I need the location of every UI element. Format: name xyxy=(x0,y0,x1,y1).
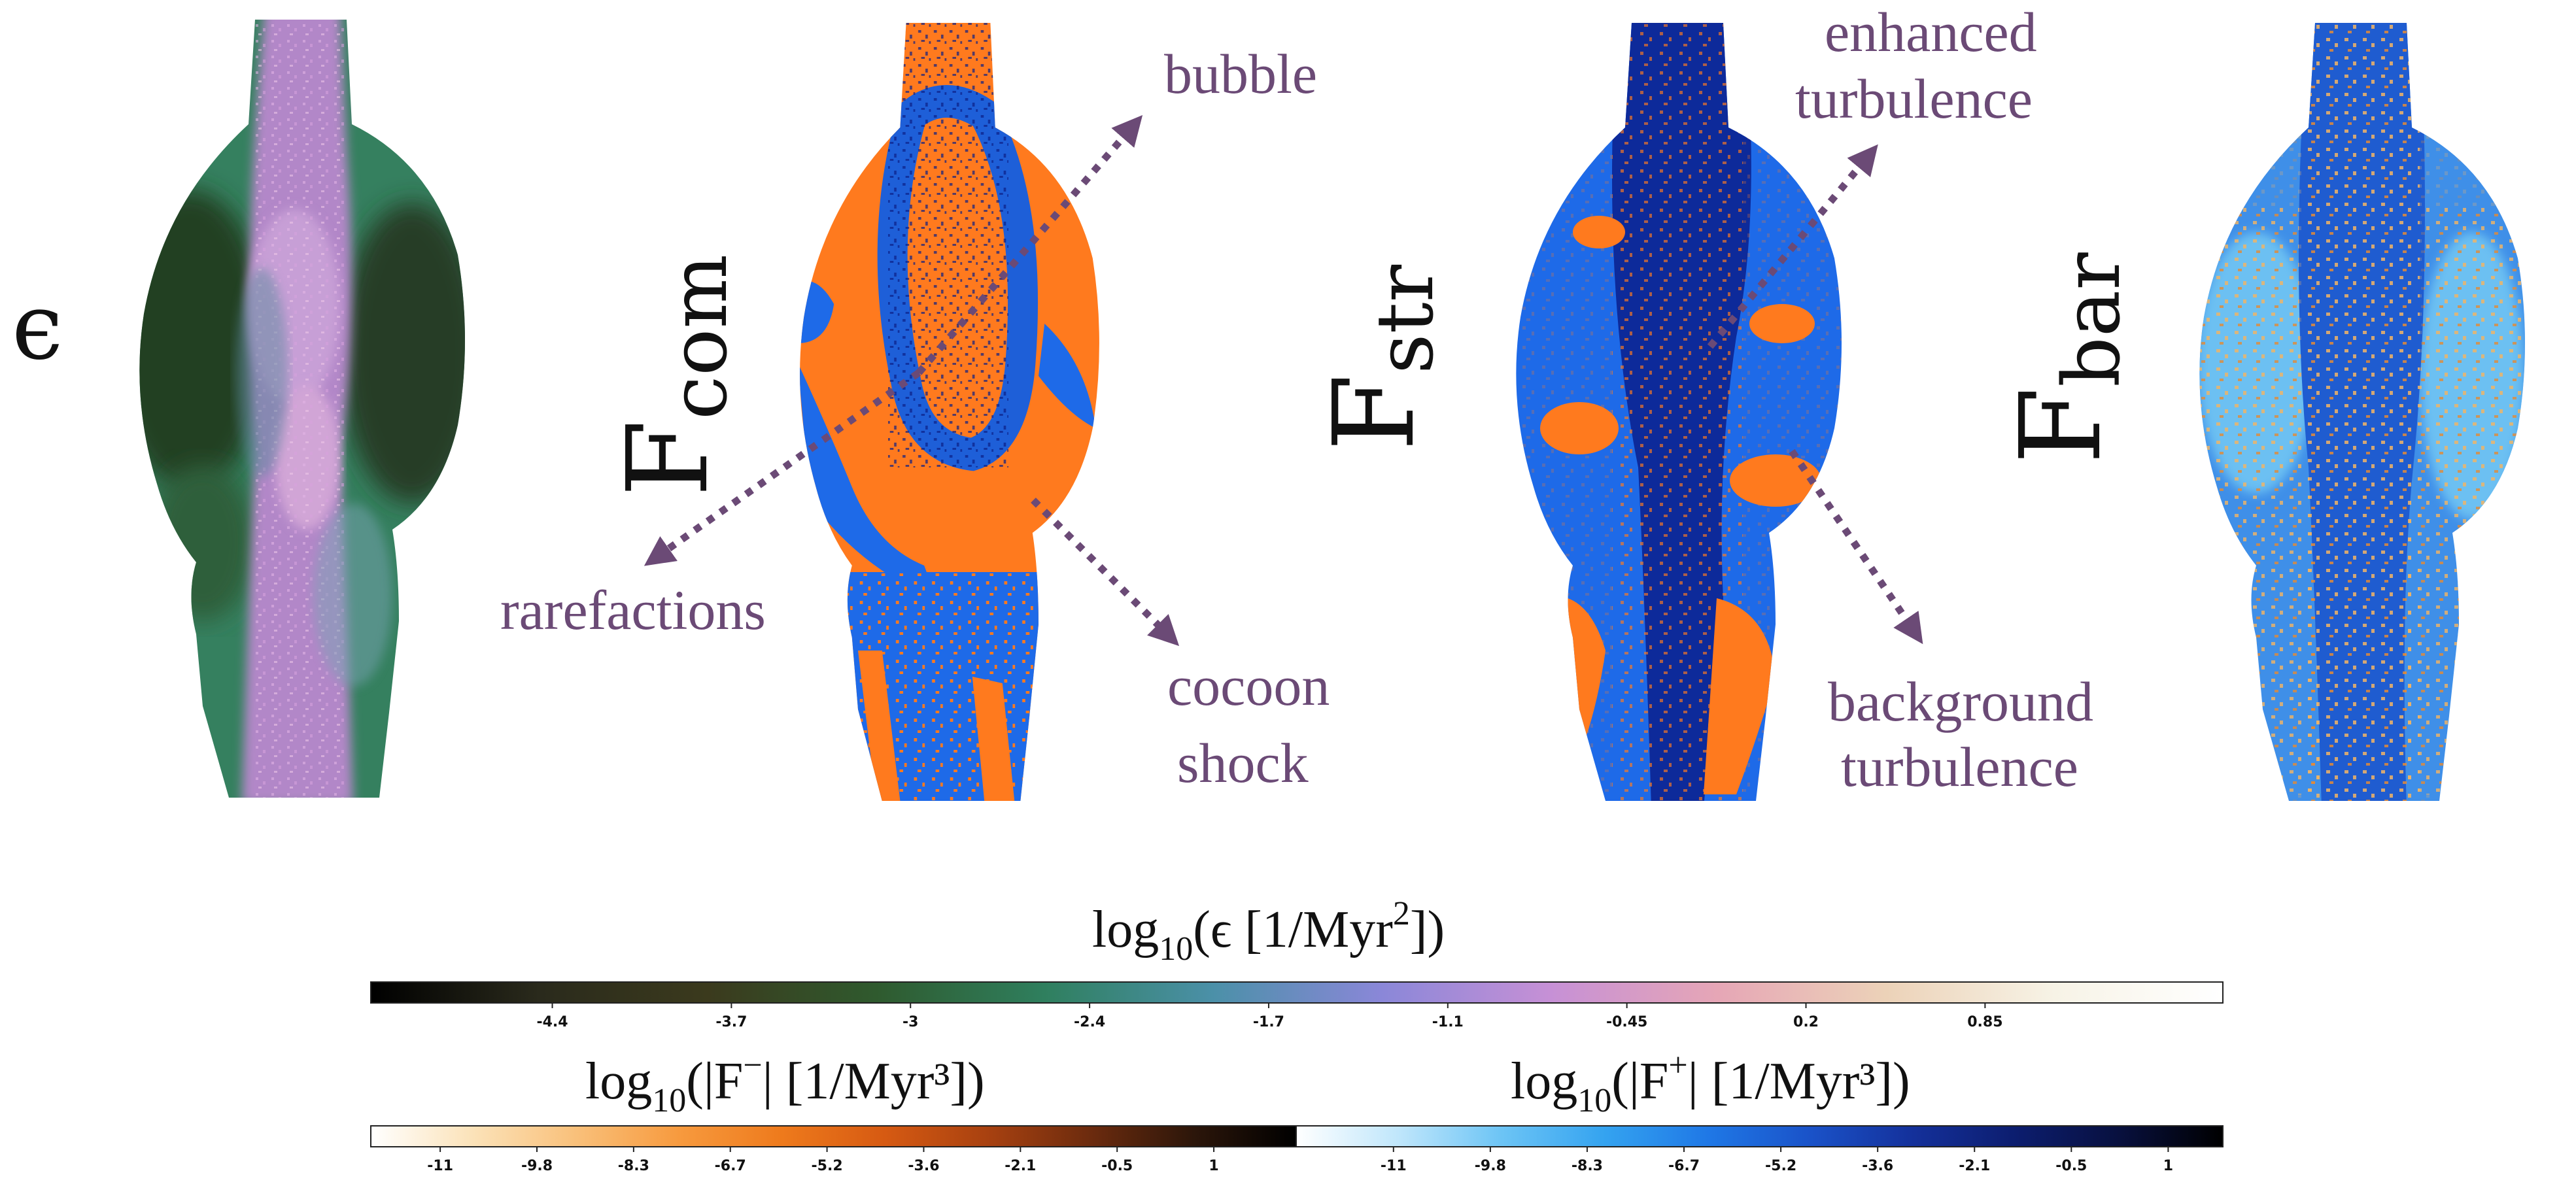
colorbar-tick-label: -2.1 xyxy=(1959,1158,1990,1174)
colorbar-tick-label: -0.5 xyxy=(2055,1158,2087,1174)
annotation-background: background xyxy=(1828,670,2093,733)
colorbar-Fminus-title: log10(|F−| [1/Myr³]) xyxy=(585,1047,985,1119)
colorbar-tick-label: -0.5 xyxy=(1101,1158,1133,1174)
svg-text:Fcom: Fcom xyxy=(604,254,745,497)
colorbar-tick-label: -5.2 xyxy=(1765,1158,1796,1174)
colorbar-tick-label: -8.3 xyxy=(1571,1158,1603,1174)
annotation-labels: bubble rarefactions cocoon shock enhance… xyxy=(500,1,2093,798)
colorbar-tick-label: -5.2 xyxy=(812,1158,843,1174)
panel-label-Fcom: Fcom xyxy=(604,254,745,497)
colorbar-tick-label: -1.1 xyxy=(1432,1014,1464,1030)
epsilon-map xyxy=(139,20,466,798)
annotation-background-turbulence: turbulence xyxy=(1841,736,2078,798)
colorbar-epsilon: log10(ϵ [1/Myr2]) -4.4 -3.7 -3 -2.4 -1.7 -1.1… xyxy=(370,895,2224,1030)
colorbar-tick-label: -3 xyxy=(902,1014,918,1030)
colorbar-Fplus-title: log10(|F+| [1/Myr³]) xyxy=(1511,1047,1910,1119)
colorbar-tick-label: -3.7 xyxy=(715,1014,747,1030)
colorbar-tick-label: -6.7 xyxy=(1668,1158,1700,1174)
colorbar-Fminus: log10(|F−| [1/Myr³]) -11 -9.8 -8.3 -6.7 -5.2… xyxy=(370,1047,1297,1174)
colorbar-tick-label: 1 xyxy=(1209,1158,1218,1174)
Fbar-map xyxy=(2199,23,2526,801)
colorbar-tick-label: -2.4 xyxy=(1074,1014,1105,1030)
panel-Fstr: Fstr xyxy=(1310,23,1842,801)
colorbar-Fplus: log10(|F+| [1/Myr³]) -11 -9.8 -8.3 -6.7 -5.2… xyxy=(1296,1047,2224,1174)
colorbar-Fplus-ticks: -11 -9.8 -8.3 -6.7 -5.2 -3.6 -2.1 -0.5 1 xyxy=(1381,1147,2173,1174)
annotation-shock: shock xyxy=(1177,732,1309,794)
arrow-rarefactions xyxy=(644,369,921,566)
colorbar-tick-label: -2.1 xyxy=(1005,1158,1036,1174)
colorbar-Fplus-bar xyxy=(1296,1125,2224,1147)
panel-epsilon: ϵ xyxy=(12,20,466,798)
panel-label-epsilon: ϵ xyxy=(12,274,63,381)
colorbar-tick-label: -3.6 xyxy=(1862,1158,1893,1174)
annotation-rarefactions: rarefactions xyxy=(500,579,766,641)
colorbar-Fminus-bar xyxy=(370,1125,1297,1147)
panel-label-Fbar: Fbar xyxy=(1997,252,2138,464)
annotation-cocoon: cocoon xyxy=(1167,654,1330,717)
colorbar-Fminus-ticks: -11 -9.8 -8.3 -6.7 -5.2 -3.6 -2.1 -0.5 1 xyxy=(427,1147,1219,1174)
svg-text:Fbar: Fbar xyxy=(1997,252,2138,464)
colorbar-tick-label: -11 xyxy=(1381,1158,1407,1174)
colorbar-tick-label: -1.7 xyxy=(1253,1014,1284,1030)
annotation-enhanced: enhanced xyxy=(1825,1,2037,63)
colorbar-tick-label: -6.7 xyxy=(715,1158,746,1174)
annotation-enhanced-turbulence: turbulence xyxy=(1795,67,2033,130)
arrow-enhanced-turbulence xyxy=(1707,144,1878,349)
colorbar-tick-label: 1 xyxy=(2163,1158,2173,1174)
arrow-background-turbulence xyxy=(1789,449,1923,645)
colorbar-tick-label: 0.2 xyxy=(1793,1014,1819,1030)
Fcom-map xyxy=(800,23,1099,801)
panel-label-Fstr: Fstr xyxy=(1310,264,1451,451)
colorbar-tick-label: -0.45 xyxy=(1606,1014,1647,1030)
annotation-arrows xyxy=(644,115,1923,647)
svg-text:Fstr: Fstr xyxy=(1310,264,1451,451)
colorbar-tick-label: -4.4 xyxy=(536,1014,568,1030)
colorbar-tick-label: -11 xyxy=(427,1158,453,1174)
colorbar-epsilon-ticks: -4.4 -3.7 -3 -2.4 -1.7 -1.1 -0.45 0.2 0.85 xyxy=(536,1003,2003,1030)
colorbar-epsilon-title: log10(ϵ [1/Myr2]) xyxy=(1092,895,1445,968)
colorbar-tick-label: -9.8 xyxy=(521,1158,553,1174)
colorbar-tick-label: -9.8 xyxy=(1475,1158,1506,1174)
annotation-bubble: bubble xyxy=(1164,42,1317,105)
arrow-cocoon-shock xyxy=(1031,498,1180,647)
colorbar-tick-label: 0.85 xyxy=(1967,1014,2002,1030)
colorbar-epsilon-bar xyxy=(370,981,2224,1004)
colorbar-tick-label: -3.6 xyxy=(908,1158,939,1174)
colorbar-tick-label: -8.3 xyxy=(618,1158,649,1174)
